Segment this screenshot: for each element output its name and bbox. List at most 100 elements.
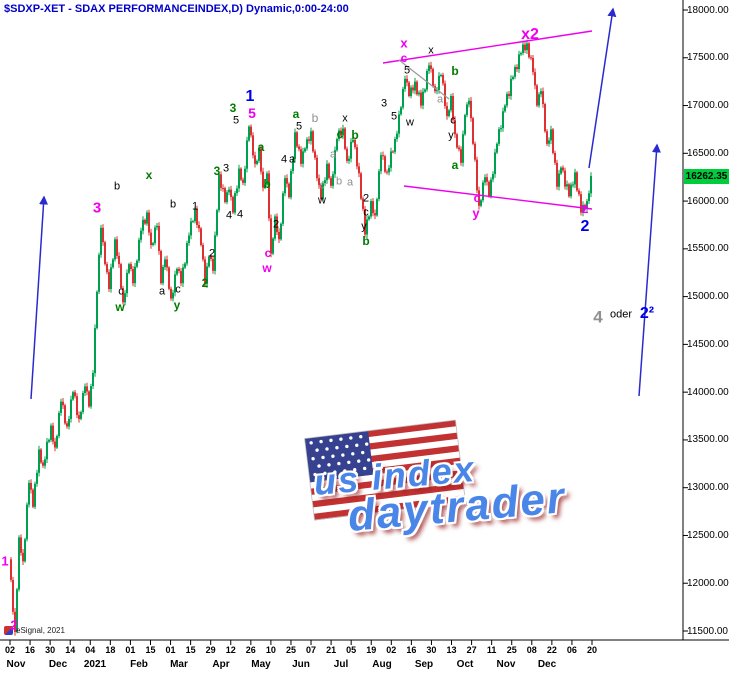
wave-label[interactable]: a [158, 285, 166, 298]
wave-label[interactable]: c [175, 283, 181, 296]
trendline[interactable] [382, 30, 593, 64]
y-axis-label: 13500.00 [687, 434, 729, 446]
wave-label[interactable]: b [335, 175, 343, 188]
wave-label[interactable]: b [169, 198, 177, 211]
wave-label[interactable]: a [329, 148, 337, 161]
up-arrow[interactable] [30, 195, 49, 400]
x-axis-month-label: 2021 [83, 659, 107, 670]
wave-label[interactable]: 2 [272, 218, 280, 231]
wave-label[interactable]: 4 [593, 307, 603, 327]
wave-label[interactable]: w [406, 116, 414, 129]
wave-label[interactable]: x [400, 35, 408, 51]
wave-label[interactable]: c [118, 285, 124, 298]
x-axis-day-label: 05 [346, 645, 357, 655]
wave-label[interactable]: 5 [232, 114, 240, 127]
x-axis-day-label: 21 [326, 645, 337, 655]
wave-label[interactable]: 2 [362, 192, 370, 205]
wave-label[interactable]: 5 [403, 64, 411, 77]
x-axis-day-label: 26 [245, 645, 256, 655]
x-axis-day-label: 27 [466, 645, 477, 655]
wave-label[interactable]: c [450, 114, 456, 127]
x-axis-month-label: Aug [372, 659, 392, 670]
wave-label[interactable]: c [336, 127, 344, 141]
x-axis-day-label: 16 [25, 645, 36, 655]
wave-label[interactable]: b [362, 234, 370, 248]
wave-label[interactable]: x [145, 168, 153, 182]
wave-label[interactable]: 1 [1, 553, 9, 569]
wave-label[interactable]: a [451, 158, 459, 172]
wave-label[interactable]: c [264, 246, 272, 260]
wave-label[interactable]: w [318, 194, 326, 207]
wave-label[interactable]: b [113, 180, 121, 193]
wave-label[interactable]: 5 [248, 105, 256, 121]
wave-label[interactable]: 2² [639, 305, 655, 322]
y-axis-label: 16500.00 [687, 147, 729, 159]
wave-label[interactable]: b [311, 111, 319, 125]
wave-label[interactable]: 5 [295, 120, 303, 133]
wave-label[interactable]: c [363, 206, 369, 219]
wave-label[interactable]: 2 [580, 218, 590, 235]
wave-label[interactable]: a [436, 93, 444, 106]
wave-label[interactable]: y [448, 129, 454, 142]
esignal-logo-icon [4, 626, 13, 635]
wave-label[interactable]: y [361, 220, 367, 233]
x-axis-day-label: 25 [285, 645, 296, 655]
wave-label[interactable]: b [263, 177, 271, 191]
wave-label[interactable]: x2 [521, 26, 539, 43]
up-arrow[interactable] [638, 143, 661, 397]
wave-label[interactable]: 3 [213, 164, 221, 178]
up-arrow[interactable] [588, 7, 617, 169]
x-axis-day-label: 19 [366, 645, 377, 655]
wave-label[interactable]: 4 [280, 153, 288, 166]
wave-label[interactable]: 5 [390, 110, 398, 123]
y-axis-label: 15500.00 [687, 243, 729, 255]
y-axis-label: 18000.00 [687, 4, 729, 16]
x-axis-day-label: 15 [145, 645, 156, 655]
x-axis-month-label: Dec [537, 659, 557, 670]
x-axis-month-label: Feb [130, 659, 148, 670]
wave-label[interactable]: a [346, 176, 354, 189]
wave-label[interactable]: 2 [201, 276, 209, 290]
x-axis-day-label: 02 [4, 645, 16, 655]
wave-label[interactable]: 4 [236, 208, 244, 221]
wave-label[interactable]: 2 [10, 617, 18, 633]
wave-label[interactable]: 3 [92, 199, 102, 217]
wave-label[interactable]: 1 [191, 200, 199, 213]
x-axis-day-label: 08 [526, 645, 537, 655]
wave-label[interactable]: oder [609, 308, 633, 321]
x-axis-day-label: 01 [165, 645, 176, 655]
x-axis-day-label: 12 [225, 645, 236, 655]
x-axis-day-label: 07 [306, 645, 317, 655]
wave-label[interactable]: a [292, 107, 300, 121]
y-axis-label: 12000.00 [687, 577, 729, 589]
x-axis-day-label: 06 [566, 645, 577, 655]
trendline[interactable] [403, 185, 593, 210]
wave-label[interactable]: c [400, 51, 408, 65]
wave-label[interactable]: b [451, 64, 459, 78]
wave-label[interactable]: x [342, 112, 348, 125]
wave-label[interactable]: 3 [229, 101, 237, 115]
y-axis-label: 14500.00 [687, 338, 729, 350]
wave-label[interactable]: c [473, 191, 481, 205]
wave-label[interactable]: 2 [208, 247, 216, 260]
wave-label[interactable]: a [288, 153, 296, 166]
wave-label[interactable]: x [428, 44, 434, 57]
wave-label[interactable]: z [581, 200, 589, 216]
wave-label[interactable]: a [257, 140, 265, 154]
wave-label[interactable]: c [319, 179, 325, 192]
trendline[interactable] [398, 59, 450, 100]
x-axis-day-label: 20 [586, 645, 598, 655]
wave-label[interactable]: y [472, 205, 480, 221]
wave-label[interactable]: 4 [225, 209, 233, 222]
wave-label[interactable]: 1 [245, 88, 255, 105]
wave-label[interactable]: y [173, 298, 181, 312]
wave-label[interactable]: 3 [222, 162, 230, 175]
wave-label[interactable]: b [351, 128, 359, 142]
x-axis-day-label: 30 [426, 645, 437, 655]
wave-label[interactable]: w [115, 300, 125, 314]
wave-label[interactable]: 3 [380, 97, 388, 110]
wave-label[interactable]: w [262, 261, 272, 275]
x-axis-day-label: 13 [446, 645, 457, 655]
